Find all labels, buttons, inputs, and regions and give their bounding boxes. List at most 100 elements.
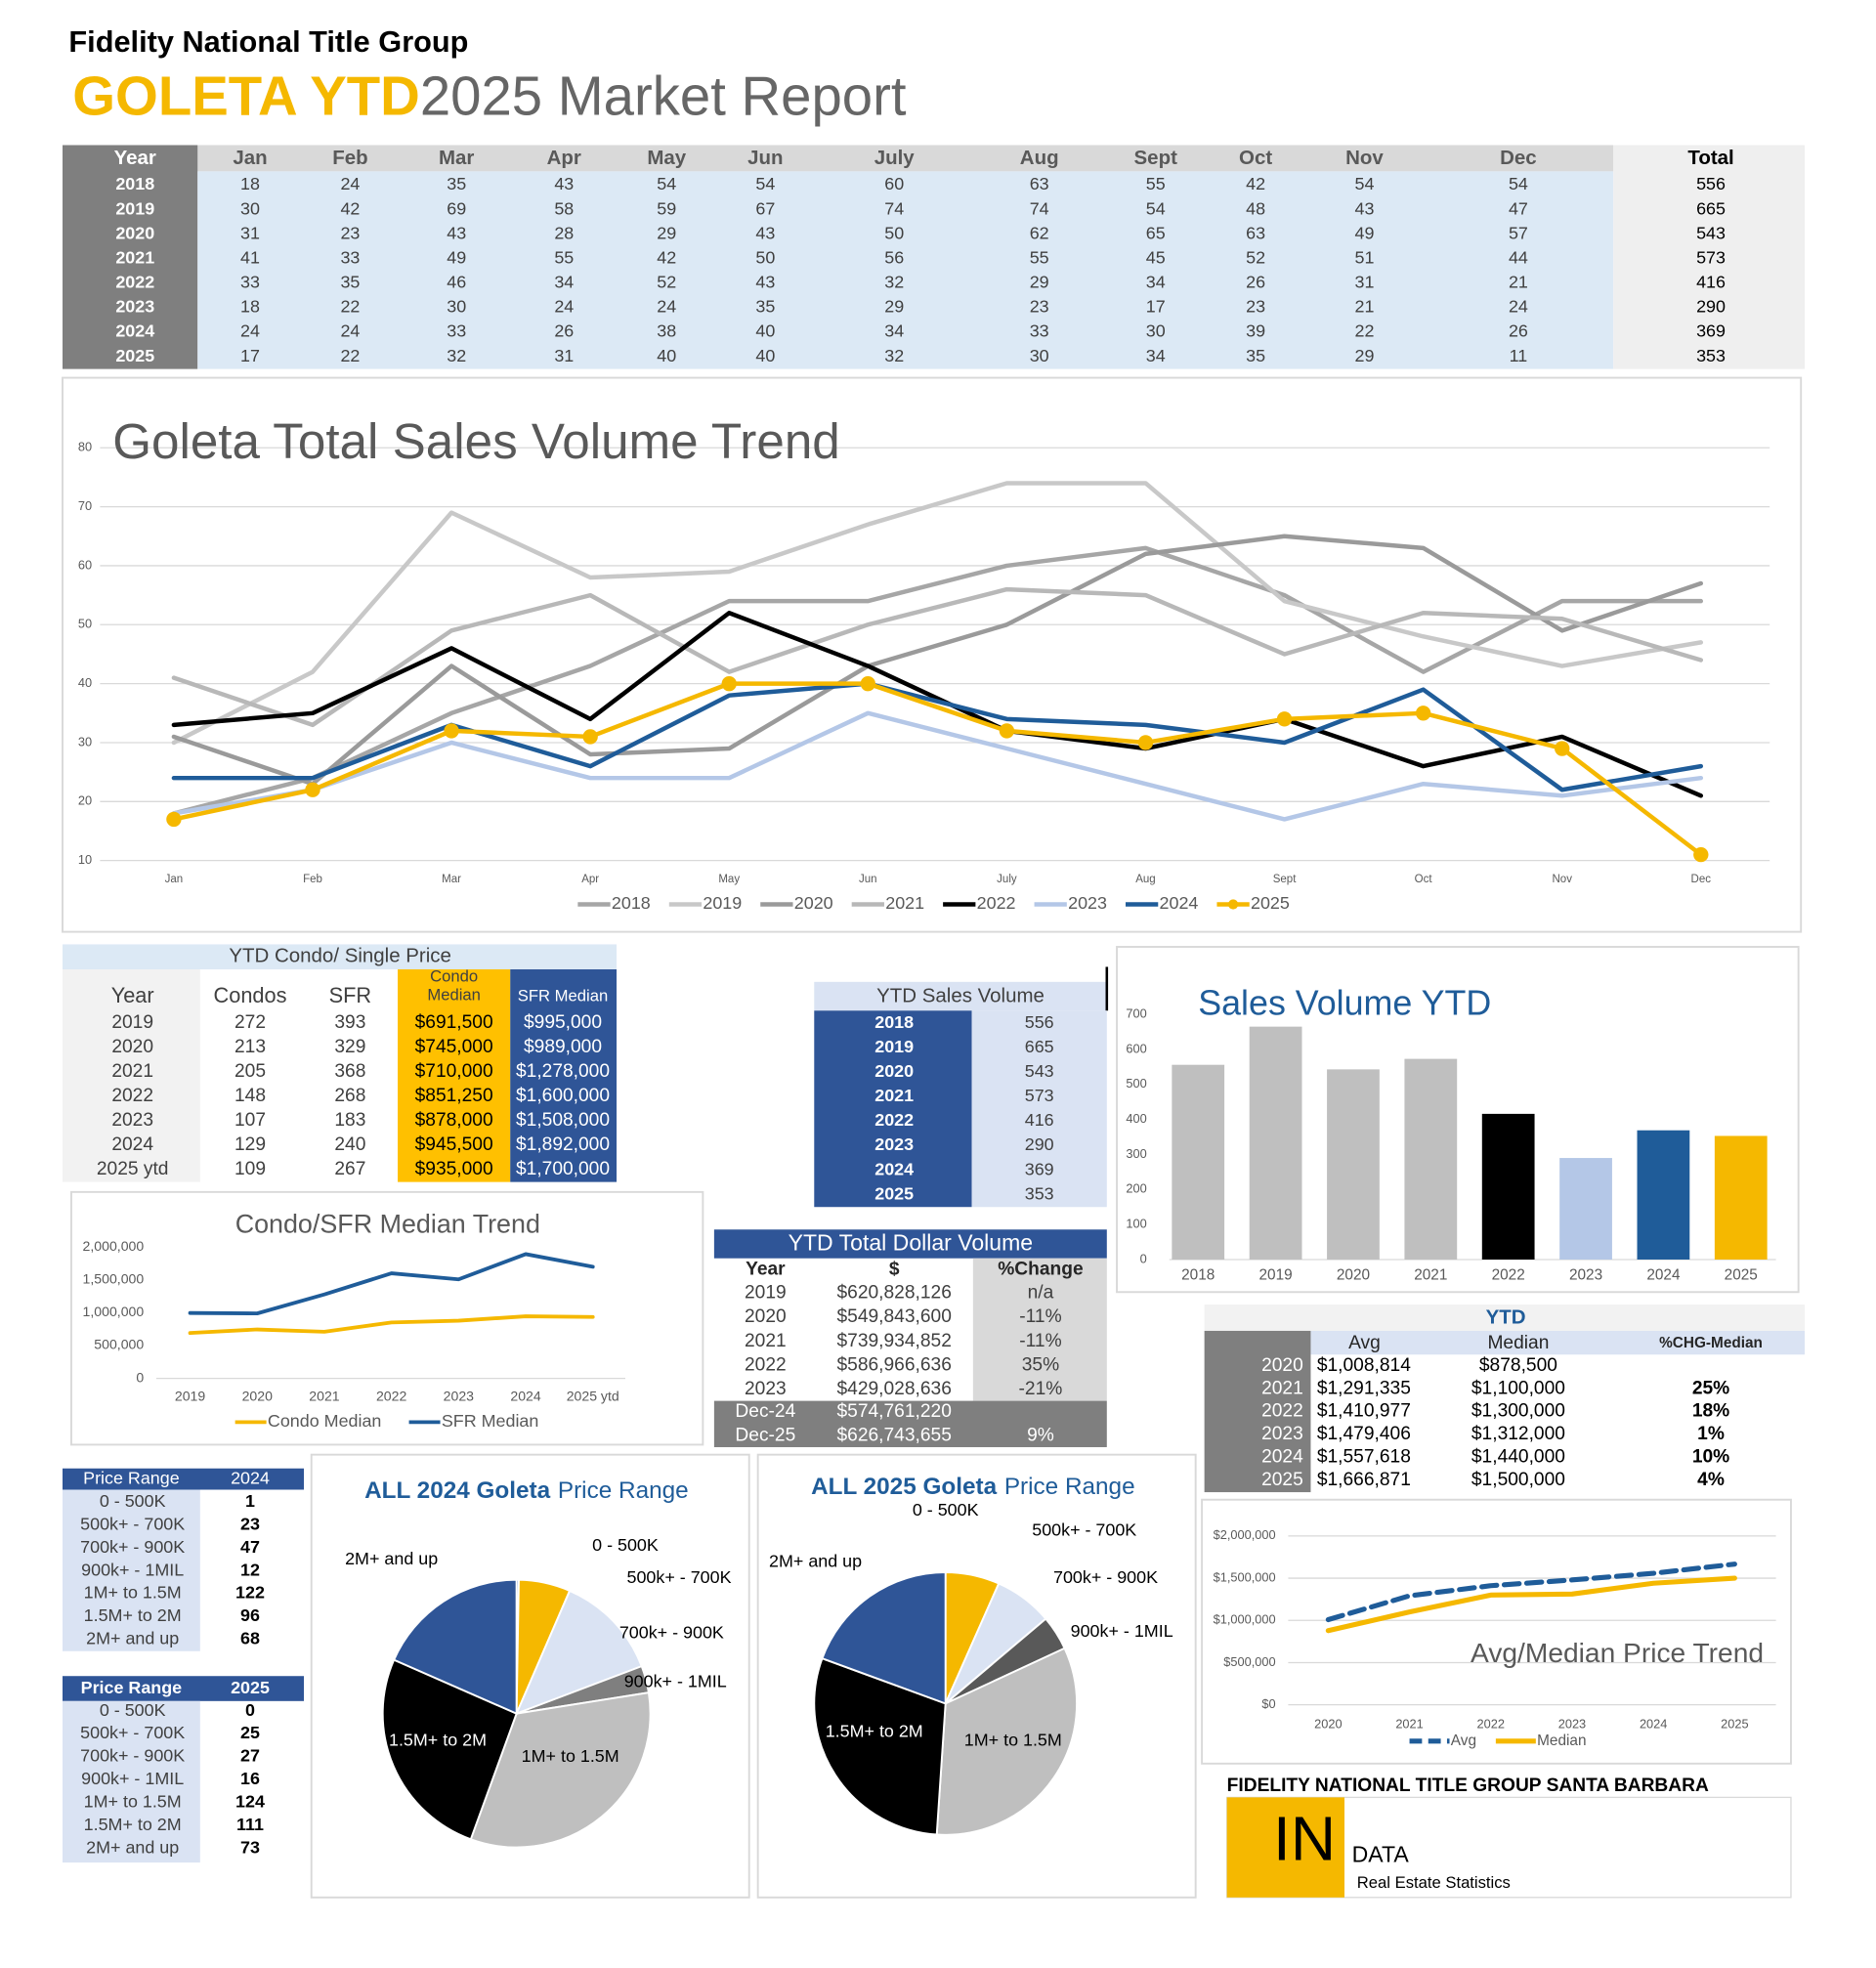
legend-label: 2023: [1068, 893, 1107, 913]
table-cell: Dec-25: [735, 1426, 795, 1446]
x-tick-label: 2023: [1558, 1717, 1586, 1732]
y-tick-label: 0: [136, 1369, 144, 1385]
chart-title: ALL 2025 Goleta Price Range: [811, 1475, 1135, 1501]
table-cell: 17: [1146, 297, 1166, 317]
table-cell: $1,312,000: [1471, 1424, 1565, 1444]
table-cell: $1,410,977: [1317, 1401, 1411, 1422]
slice-label: 500k+ - 700K: [1032, 1519, 1136, 1539]
column-header: Avg: [1348, 1333, 1381, 1353]
table-cell: 2020: [115, 223, 154, 242]
table-cell: 543: [1696, 223, 1726, 242]
table-cell: 74: [884, 198, 904, 218]
table-cell: 54: [1509, 174, 1528, 193]
table-cell: 56: [884, 247, 904, 267]
table-cell: 2025: [1261, 1470, 1303, 1490]
table-cell: 2025: [115, 346, 154, 365]
pie-slice: [821, 1571, 947, 1705]
table-cell: 205: [234, 1061, 266, 1082]
table-cell: 45: [1146, 247, 1166, 267]
table-cell: 55: [554, 247, 574, 267]
y-tick-label: 70: [78, 498, 92, 513]
table-cell: $429,028,636: [837, 1379, 952, 1399]
table-cell: 32: [447, 346, 466, 365]
y-tick-label: 60: [78, 557, 92, 572]
column-header: 2024: [231, 1468, 270, 1487]
table-cell: 26: [554, 321, 574, 341]
logo-text: IN: [1273, 1804, 1336, 1874]
series-line: [171, 610, 1704, 798]
table-cell: 1M+ to 1.5M: [84, 1583, 182, 1603]
table-cell: 900k+ - 1MIL: [81, 1769, 184, 1788]
y-tick-label: 80: [78, 440, 92, 454]
table-cell: $1,008,814: [1317, 1355, 1411, 1376]
table-header-bg: [63, 1468, 305, 1490]
y-tick-label: 700: [1126, 1005, 1146, 1020]
table-cell: 34: [1146, 273, 1166, 292]
x-tick-label: Oct: [1415, 874, 1433, 885]
table-cell: 50: [755, 247, 775, 267]
table-cell: 213: [234, 1037, 266, 1057]
pie-slice: [392, 1578, 518, 1716]
table-cell: 46: [447, 273, 466, 292]
table-cell: 49: [447, 247, 466, 267]
table-cell: 272: [234, 1012, 266, 1033]
table-cell: 43: [755, 223, 775, 242]
table-cell: 31: [554, 346, 574, 365]
x-tick-label: Apr: [581, 874, 599, 885]
table-cell: 2M+ and up: [86, 1629, 179, 1648]
table-cell: 543: [1025, 1061, 1054, 1081]
table-cell: 24: [340, 174, 360, 193]
table-cell: 17: [240, 346, 260, 365]
bar: [1327, 1069, 1380, 1260]
x-tick-label: 2019: [175, 1389, 205, 1404]
y-tick-label: $1,500,000: [1214, 1569, 1276, 1584]
table-cell: 43: [554, 174, 574, 193]
table-cell: 2019: [874, 1037, 914, 1056]
slice-label: 2M+ and up: [345, 1549, 438, 1568]
y-tick-label: 10: [78, 852, 92, 867]
table-cell: 40: [755, 346, 775, 365]
series-line: [188, 1252, 595, 1316]
y-tick-label: $2,000,000: [1214, 1527, 1276, 1542]
x-tick-label: 2024: [510, 1389, 540, 1404]
table-cell: 2019: [745, 1283, 787, 1304]
table-cell: 31: [1355, 273, 1375, 292]
pie-slice: [469, 1691, 652, 1849]
table-cell: 55: [1146, 174, 1166, 193]
column-header: Median: [1487, 1333, 1549, 1353]
table-cell: 2018: [874, 1012, 914, 1032]
table-cell: 23: [240, 1514, 260, 1533]
table-cell: 2023: [115, 297, 154, 317]
x-tick-label: Aug: [1135, 874, 1156, 885]
series-line: [171, 534, 1704, 787]
table-cell: 44: [1509, 247, 1528, 267]
series-line: [171, 586, 1704, 728]
table-cell: 353: [1696, 346, 1726, 365]
table-cell: 23: [340, 223, 360, 242]
bar: [1172, 1064, 1225, 1260]
table-cell: 54: [1355, 174, 1375, 193]
table-cell: 35: [340, 273, 360, 292]
series-line: [171, 710, 1704, 822]
table-cell: 38: [657, 321, 676, 341]
table-cell: $1,440,000: [1471, 1447, 1565, 1468]
table-cell: -11%: [1019, 1331, 1061, 1351]
year-column-bg: [814, 1010, 972, 1208]
column-header: Nov: [1345, 147, 1384, 169]
bar: [1637, 1130, 1690, 1260]
chart-title-part: Price Range: [558, 1477, 689, 1504]
table-cell: 18%: [1692, 1401, 1729, 1422]
bar: [1404, 1058, 1458, 1260]
table-cell: $1,666,871: [1317, 1470, 1411, 1490]
column-header: Jan: [233, 147, 267, 169]
slice-label: 500k+ - 700K: [627, 1567, 732, 1587]
table-cell: 0 - 500K: [100, 1700, 166, 1720]
table-cell: 33: [340, 247, 360, 267]
y-tick-label: 2,000,000: [83, 1238, 145, 1254]
pie-slice: [935, 1647, 1079, 1836]
table-cell: 109: [234, 1159, 266, 1179]
table-cell: 368: [334, 1061, 365, 1082]
x-tick-label: 2021: [1414, 1267, 1447, 1284]
table-cell: 2024: [1261, 1447, 1303, 1468]
logo-box: [1226, 1797, 1344, 1898]
